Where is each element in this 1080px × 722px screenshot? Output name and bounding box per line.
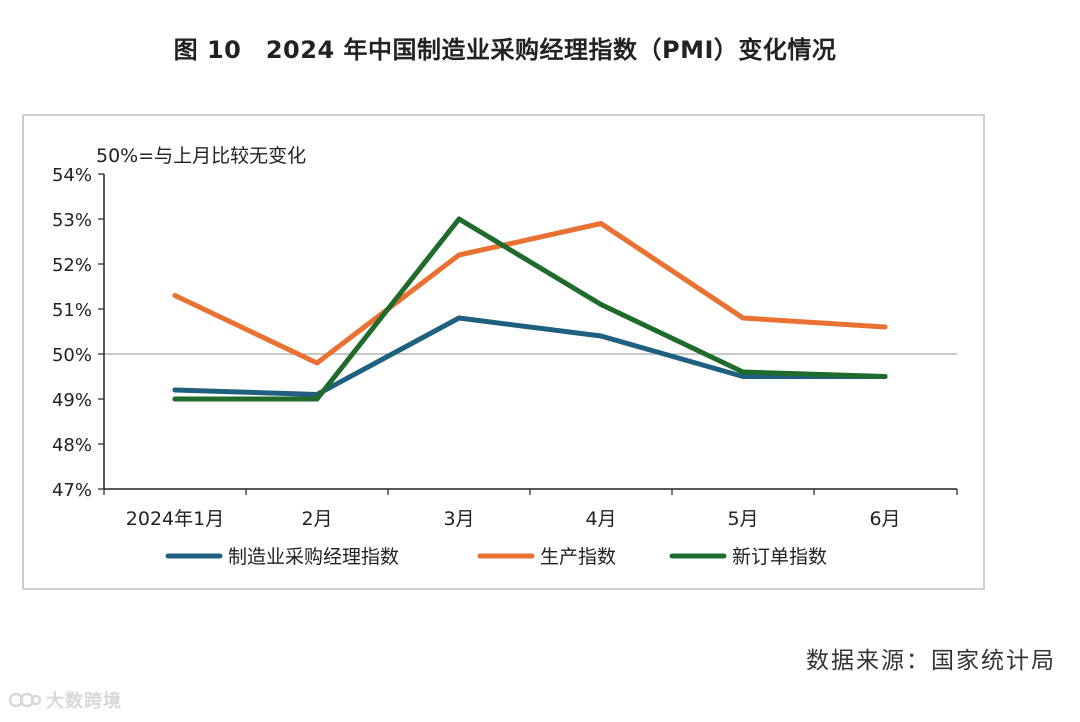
legend-label-2: 生产指数 bbox=[540, 546, 616, 568]
figure-title: 图 10 2024 年中国制造业采购经理指数（PMI）变化情况 bbox=[173, 36, 837, 64]
data-point-s2 bbox=[456, 252, 462, 258]
axes: 54% 53% 52% 51% 50% 49% 48% 47% 2024年1月 2月 3月 4月 5月 6… bbox=[52, 165, 958, 530]
data-point-s2 bbox=[598, 221, 604, 226]
data-point-s2 bbox=[172, 293, 178, 298]
series-line-2 bbox=[172, 221, 888, 366]
legend: 制造业采购经理指数 生产指数 新订单指数 bbox=[165, 546, 827, 568]
series-line-3 bbox=[172, 216, 888, 402]
x-tick-label: 3月 bbox=[443, 508, 474, 530]
chart-frame bbox=[22, 114, 985, 590]
line-chart: 50%=与上月比较无变化 54% 53% 52% 51% 50% 49% 48% 47% 202… bbox=[52, 145, 958, 568]
y-tick-label: 48% bbox=[52, 435, 92, 456]
data-point-s1 bbox=[740, 374, 746, 379]
x-tick-label: 4月 bbox=[585, 508, 616, 530]
legend-label-3: 新订单指数 bbox=[732, 546, 827, 568]
data-point-s1 bbox=[456, 315, 462, 321]
legend-label-1: 制造业采购经理指数 bbox=[228, 546, 399, 568]
data-point-s1 bbox=[598, 333, 604, 339]
y-tick-label: 53% bbox=[52, 210, 92, 231]
x-tick-label: 2024年1月 bbox=[126, 508, 224, 530]
y-tick-label: 51% bbox=[52, 300, 92, 321]
data-point-s3 bbox=[740, 369, 746, 375]
y-tick-label: 52% bbox=[52, 255, 92, 276]
x-tick-label: 2月 bbox=[301, 508, 332, 530]
data-point-s3 bbox=[172, 396, 178, 402]
data-point-s3 bbox=[598, 302, 604, 307]
data-point-s1 bbox=[172, 387, 178, 393]
data-point-s3 bbox=[456, 216, 462, 222]
watermark-logo-icon bbox=[8, 692, 42, 708]
series-line-1 bbox=[172, 315, 888, 397]
data-point-s2 bbox=[882, 324, 888, 330]
series-layer bbox=[172, 216, 888, 402]
x-tick-label: 6月 bbox=[869, 508, 900, 530]
data-source: 数据来源：国家统计局 bbox=[806, 648, 1056, 674]
chart-annotation: 50%=与上月比较无变化 bbox=[96, 145, 306, 167]
watermark-text: 大数跨境 bbox=[46, 691, 122, 712]
y-tick-label: 54% bbox=[52, 165, 92, 186]
watermark: 大数跨境 bbox=[8, 687, 122, 713]
y-tick-label: 49% bbox=[52, 390, 92, 411]
data-point-s3 bbox=[882, 374, 888, 379]
y-tick-label: 50% bbox=[52, 345, 92, 366]
data-point-s2 bbox=[740, 315, 746, 321]
y-tick-label: 47% bbox=[52, 480, 92, 501]
data-point-s2 bbox=[314, 360, 320, 366]
x-tick-label: 5月 bbox=[727, 508, 758, 530]
data-point-s3 bbox=[314, 396, 320, 402]
